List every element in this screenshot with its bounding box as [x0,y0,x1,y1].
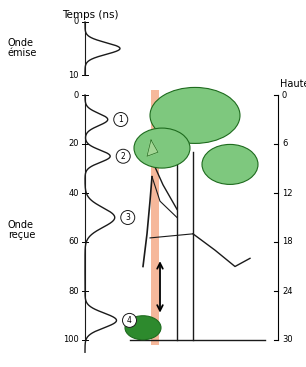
Text: 2: 2 [121,152,125,161]
Text: 1: 1 [118,115,123,124]
Ellipse shape [125,316,161,340]
Text: 100: 100 [63,335,79,345]
Circle shape [116,149,130,163]
Text: 80: 80 [68,287,79,295]
Ellipse shape [134,128,190,168]
Text: 30: 30 [282,335,293,345]
Circle shape [122,313,136,327]
Circle shape [121,211,135,225]
Text: émise: émise [8,48,37,58]
Text: 6: 6 [282,139,287,149]
Text: 24: 24 [282,287,293,295]
Text: 40: 40 [69,189,79,197]
Text: Onde: Onde [8,39,34,48]
Text: 0: 0 [74,18,79,26]
Circle shape [114,113,128,127]
Text: 4: 4 [127,316,132,325]
Text: reçue: reçue [8,230,35,240]
Text: 12: 12 [282,189,293,197]
Text: Hauteur (m): Hauteur (m) [280,78,306,88]
Ellipse shape [202,145,258,184]
Bar [151,90,159,345]
Polygon shape [147,140,158,156]
Text: 0: 0 [282,91,287,99]
Text: 20: 20 [69,139,79,149]
Text: Onde: Onde [8,220,34,230]
Text: 10: 10 [69,70,79,80]
Ellipse shape [150,87,240,143]
Text: 60: 60 [68,237,79,247]
Text: 18: 18 [282,237,293,247]
Text: 0: 0 [74,91,79,99]
Text: Temps (ns): Temps (ns) [62,10,118,20]
Text: 3: 3 [125,213,130,222]
